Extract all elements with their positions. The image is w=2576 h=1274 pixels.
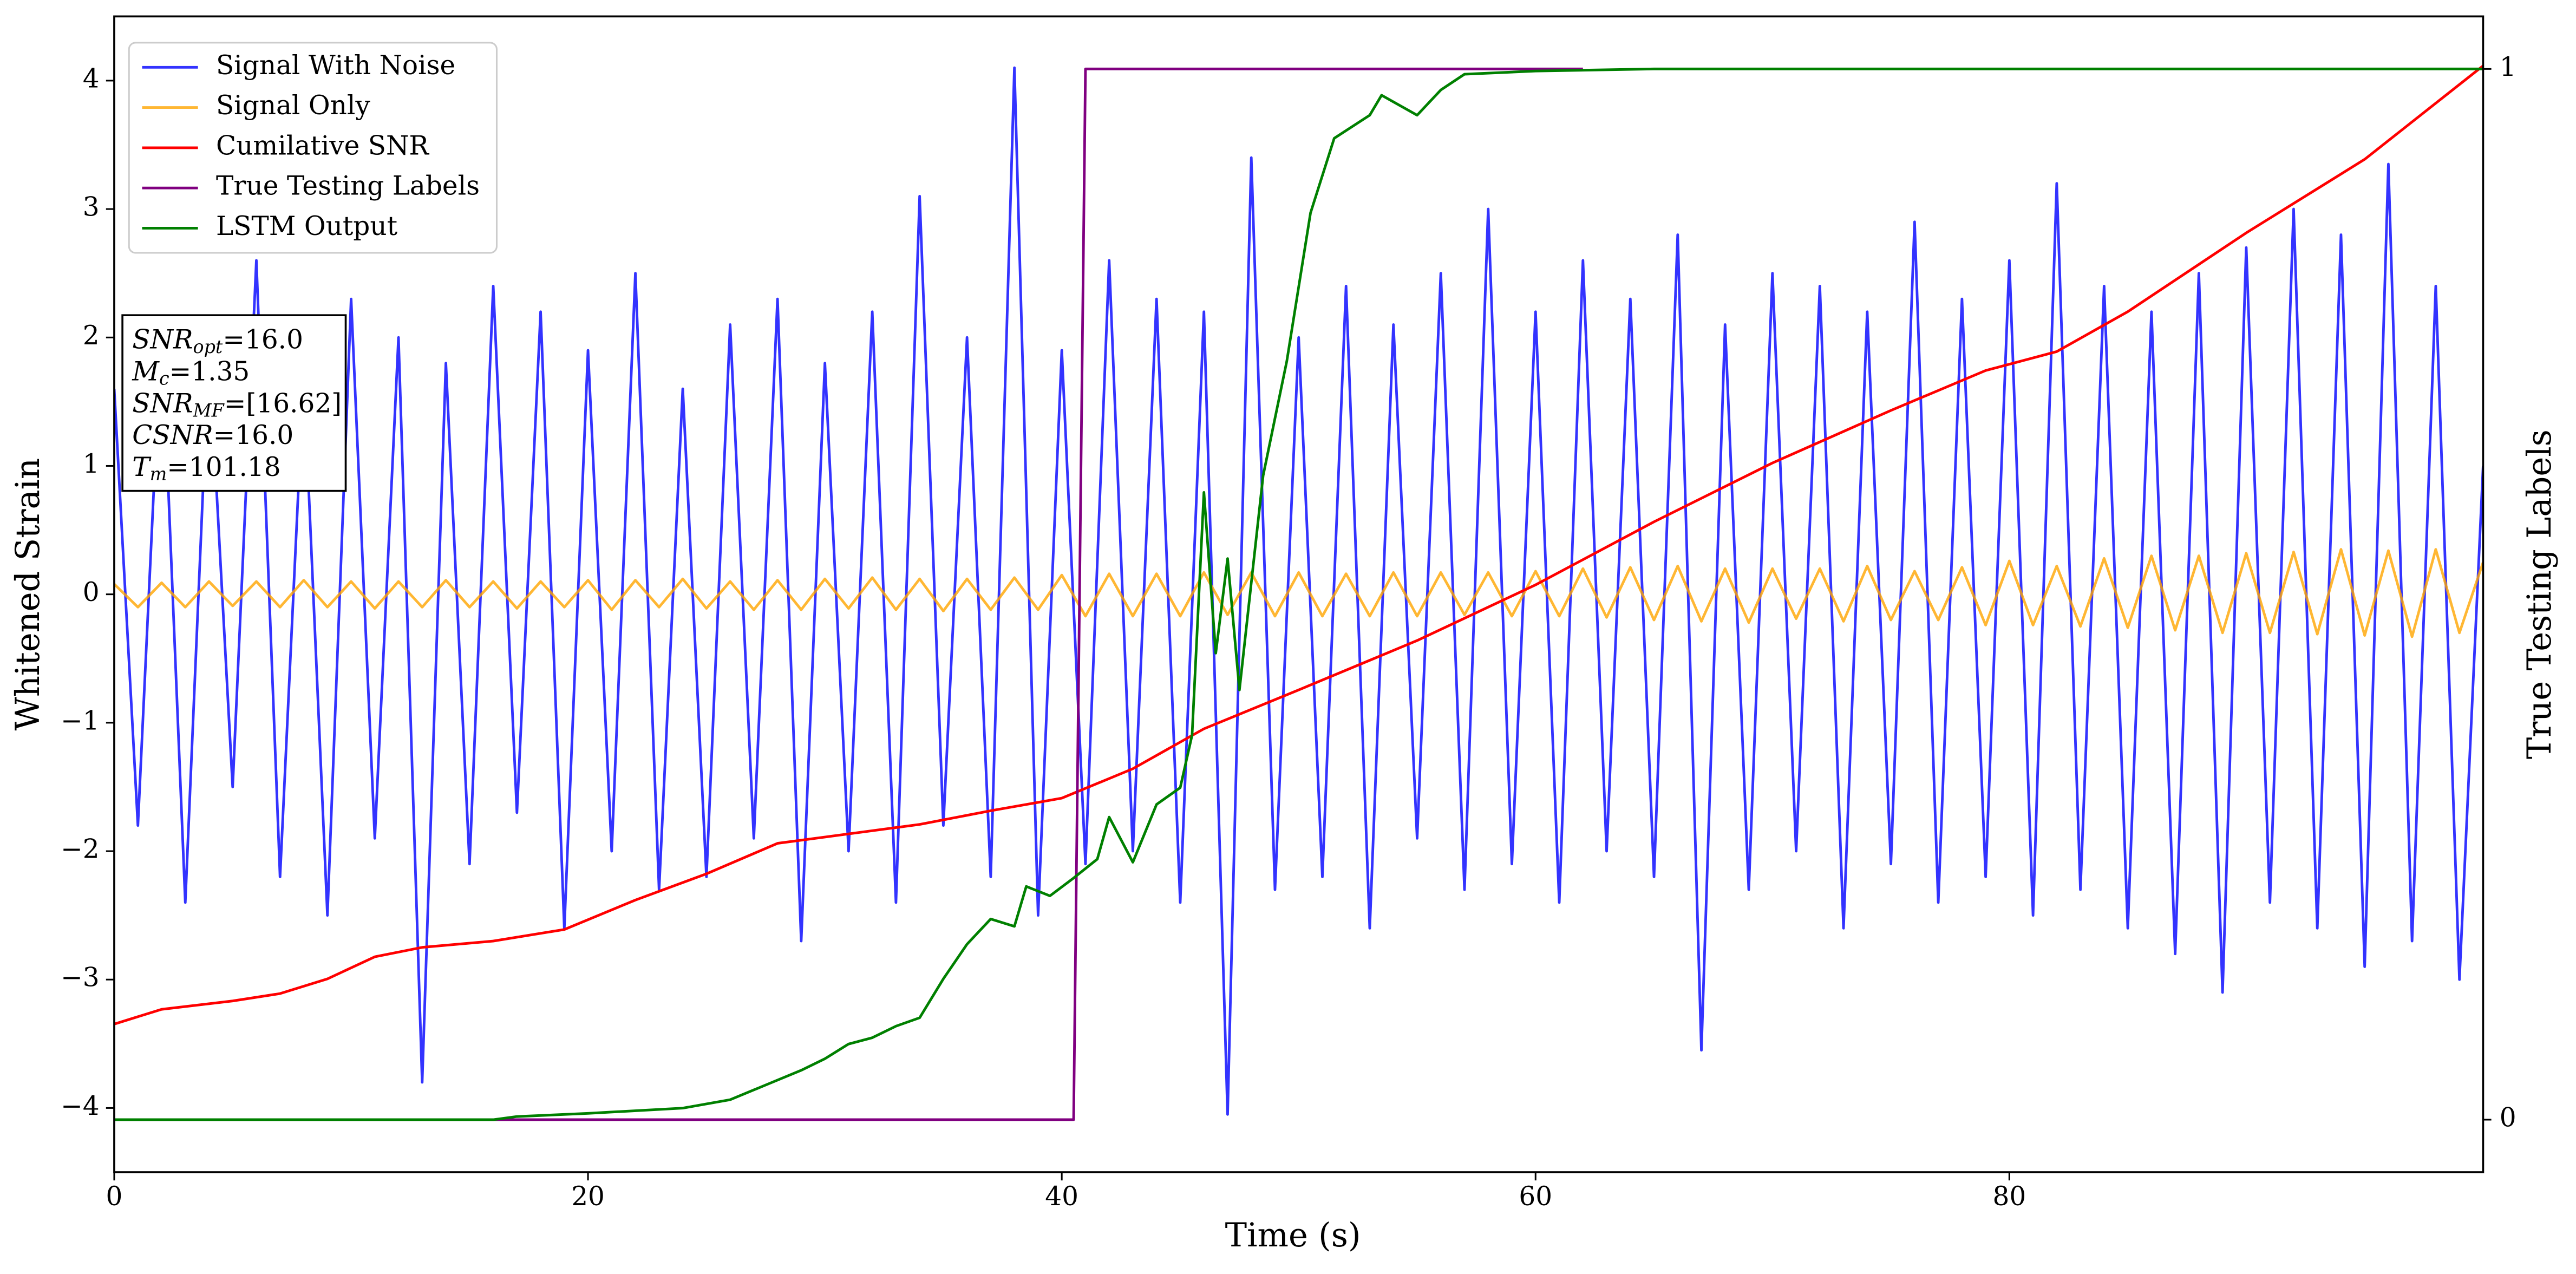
annotation-text: =101.18 <box>167 452 280 482</box>
legend-label: LSTM Output <box>216 211 398 241</box>
y-tick-label: −3 <box>61 963 100 993</box>
annotation-text: =16.0 <box>223 324 303 355</box>
y-tick-label: 4 <box>83 63 100 94</box>
annotation-symbol: CSNR <box>132 420 213 450</box>
y-axis-label: Whitened Strain <box>9 458 47 730</box>
annotation-symbol: T <box>132 452 152 482</box>
y-tick-label: 0 <box>83 577 100 607</box>
series-line <box>114 548 2483 638</box>
series-line <box>114 66 2483 1116</box>
legend-label: Cumilative SNR <box>216 130 429 161</box>
y-tick-label: 2 <box>83 321 100 351</box>
annotation-symbol: SNR <box>132 324 193 355</box>
y-tick-label: −2 <box>61 834 100 865</box>
annotation-subscript: m <box>150 463 167 485</box>
annotation-subscript: MF <box>193 400 225 421</box>
legend-label: Signal Only <box>216 90 370 121</box>
x-tick-label: 20 <box>571 1181 605 1212</box>
y-tick-label: 3 <box>83 192 100 223</box>
annotation-box <box>121 314 347 492</box>
annotation-symbol: M <box>132 356 160 387</box>
legend-label: Signal With Noise <box>216 50 455 81</box>
annotation-text: =16.0 <box>213 420 294 450</box>
y2-tick-label: 1 <box>2500 52 2516 82</box>
annotation-line: Tm=101.18 <box>132 452 280 485</box>
y2-tick-label: 0 <box>2500 1102 2516 1133</box>
y-tick-label: 1 <box>83 449 100 479</box>
legend-box <box>128 42 498 254</box>
x-tick-label: 40 <box>1045 1181 1078 1212</box>
annotation-line: CSNR=16.0 <box>132 420 293 450</box>
y2-axis-label: True Testing Labels <box>2521 429 2559 759</box>
y-tick-label: −4 <box>61 1091 100 1121</box>
y-tick-label: −1 <box>61 705 100 736</box>
annotation-text: =[16.62] <box>224 388 342 419</box>
annotation-line: Mc=1.35 <box>132 356 250 389</box>
x-axis-label: Time (s) <box>1225 1217 1361 1255</box>
annotation-text: =1.35 <box>169 356 250 387</box>
series-line <box>114 64 2483 1025</box>
annotation-subscript: c <box>159 368 169 389</box>
annotation-symbol: SNR <box>132 388 193 419</box>
x-tick-label: 60 <box>1519 1181 1552 1212</box>
series-line <box>114 67 1583 1121</box>
series-line <box>114 67 2483 1121</box>
x-tick-label: 0 <box>106 1181 123 1212</box>
legend-label: True Testing Labels <box>216 171 480 201</box>
annotation-line: SNRopt=16.0 <box>132 324 303 357</box>
x-tick-label: 80 <box>1992 1181 2026 1212</box>
annotation-subscript: opt <box>193 336 223 357</box>
annotation-line: SNRMF=[16.62] <box>132 388 342 421</box>
